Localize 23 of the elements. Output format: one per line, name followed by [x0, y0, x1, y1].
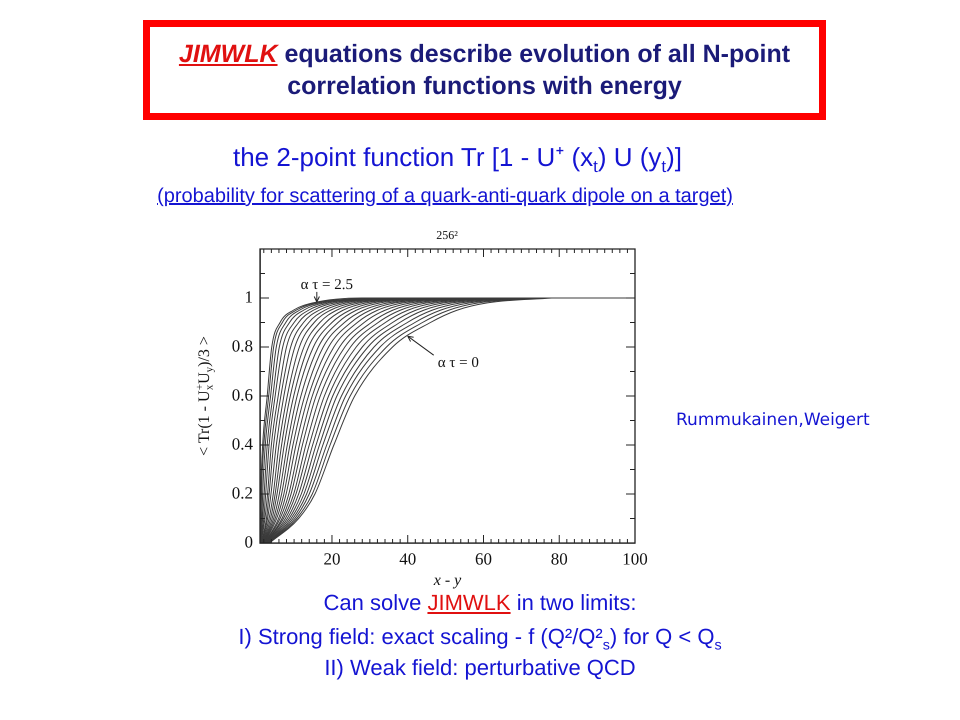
text: Rummukainen,Weigert [676, 410, 871, 430]
chart-subtitle: the 2-point function Tr [1 - U⁺ (x$_{t}$) U (y$_{t}$)] [232, 141, 683, 176]
x-tick-label: 100 [622, 550, 648, 569]
x-tick-label: 20 [323, 550, 340, 569]
text: I) Strong field: exact scaling - f (Q²/Q²$_{s}$) for Q < Q$_{s}$ [237, 624, 723, 654]
annotation: α τ = 0 [438, 355, 479, 372]
y-tick-label: 1 [244, 287, 253, 306]
x-tick-label: 80 [550, 550, 568, 569]
text: 256² [435, 228, 459, 243]
text: II) Weak field: perturbative QCD [323, 655, 637, 681]
y-tick-label: 0.6 [232, 385, 253, 404]
x-tick-label: 40 [399, 550, 416, 569]
y-tick-label: 0.8 [232, 336, 253, 356]
text: Can solve JIMWLK in two limits: [322, 590, 638, 616]
text: (probability for scattering of a quark-anti-quark dipole on a target) [157, 185, 733, 207]
y-tick-label: 0.2 [232, 483, 253, 502]
annotation: α τ = 2.5 [300, 276, 353, 293]
y-axis-title: < Tr(1 - U+xUy)/3 > [194, 336, 216, 456]
x-tick-label: 60 [474, 550, 492, 569]
y-tick-label: 0 [244, 532, 253, 552]
y-tick-label: 0.4 [232, 434, 254, 454]
x-axis-title: x - y [432, 572, 462, 589]
chart-title: JIMWLK equations describe evolution of all N-point correlation functions with energy [178, 39, 792, 102]
